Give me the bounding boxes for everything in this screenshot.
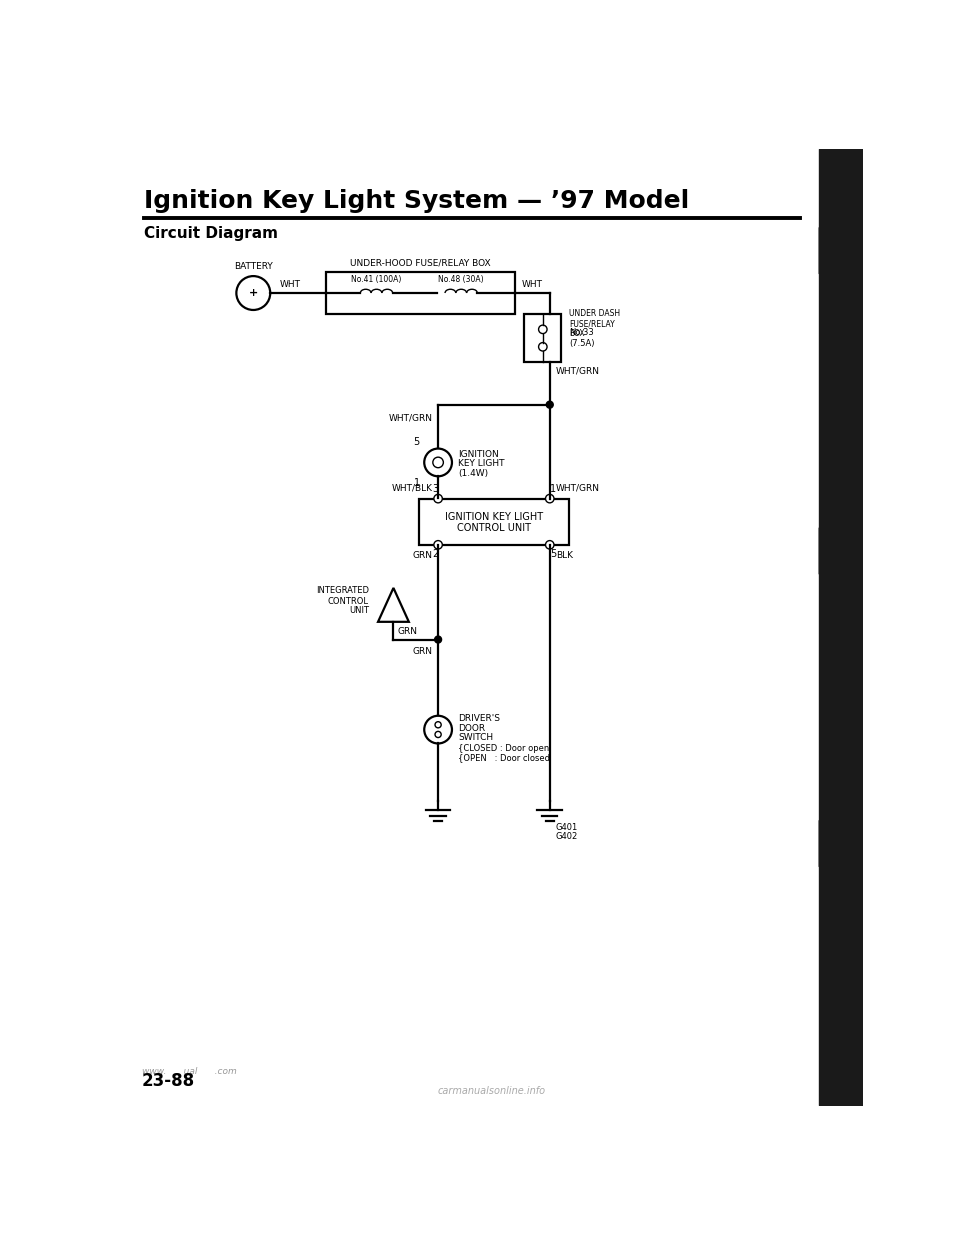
Text: UNIT: UNIT <box>348 606 369 616</box>
Text: Circuit Diagram: Circuit Diagram <box>144 226 278 241</box>
Text: GRN: GRN <box>413 551 433 560</box>
Text: carmanualsonline.info: carmanualsonline.info <box>438 1087 546 1097</box>
Wedge shape <box>819 227 842 273</box>
Text: WHT/GRN: WHT/GRN <box>556 366 600 375</box>
Text: CONTROL UNIT: CONTROL UNIT <box>457 523 531 533</box>
Circle shape <box>546 401 553 409</box>
Circle shape <box>435 732 442 738</box>
Text: UNDER-HOOD FUSE/RELAY BOX: UNDER-HOOD FUSE/RELAY BOX <box>350 258 492 267</box>
Circle shape <box>435 722 442 728</box>
Text: DRIVER'S: DRIVER'S <box>458 714 500 723</box>
Text: BOX: BOX <box>569 329 585 338</box>
Text: (1.4W): (1.4W) <box>458 468 489 478</box>
Text: INTEGRATED: INTEGRATED <box>316 586 369 595</box>
Text: {CLOSED : Door open: {CLOSED : Door open <box>458 744 549 753</box>
Text: WHT/GRN: WHT/GRN <box>389 414 433 424</box>
Wedge shape <box>819 528 842 574</box>
Text: DOOR: DOOR <box>458 724 485 733</box>
Text: GRN: GRN <box>397 627 418 636</box>
Text: WHT/GRN: WHT/GRN <box>556 484 600 493</box>
Text: FUSE/RELAY: FUSE/RELAY <box>569 319 614 328</box>
Text: 1: 1 <box>414 478 420 488</box>
Text: {OPEN   : Door closed: {OPEN : Door closed <box>458 753 550 761</box>
Text: IGNITION KEY LIGHT: IGNITION KEY LIGHT <box>444 512 543 522</box>
Circle shape <box>435 636 442 643</box>
Text: CONTROL: CONTROL <box>327 597 369 606</box>
Text: No.41 (100A): No.41 (100A) <box>351 276 401 284</box>
Text: WHT/BLK: WHT/BLK <box>392 484 433 493</box>
Text: 23-88: 23-88 <box>142 1072 195 1090</box>
Text: No.33: No.33 <box>569 328 593 337</box>
Text: 1: 1 <box>550 484 556 494</box>
Text: Ignition Key Light System — ’97 Model: Ignition Key Light System — ’97 Model <box>144 189 689 214</box>
Text: +: + <box>249 288 258 298</box>
Text: WHT: WHT <box>279 281 300 289</box>
Text: No.48 (30A): No.48 (30A) <box>439 276 484 284</box>
Text: 3: 3 <box>432 484 438 494</box>
Text: SWITCH: SWITCH <box>458 733 493 741</box>
Text: BLK: BLK <box>556 551 573 560</box>
Bar <box>524 314 562 363</box>
Circle shape <box>545 540 554 549</box>
Text: 5: 5 <box>550 549 556 559</box>
Text: G402: G402 <box>556 832 578 841</box>
Text: IGNITION: IGNITION <box>458 451 499 460</box>
Circle shape <box>545 494 554 503</box>
Text: G401: G401 <box>556 822 578 832</box>
Bar <box>326 272 516 314</box>
Text: www.      ual      .com: www. ual .com <box>142 1067 236 1076</box>
Text: BATTERY: BATTERY <box>234 262 273 272</box>
Text: 5: 5 <box>414 437 420 447</box>
Text: 2: 2 <box>432 549 438 559</box>
Circle shape <box>434 494 443 503</box>
Text: GRN: GRN <box>413 647 433 656</box>
Text: (7.5A): (7.5A) <box>569 339 594 348</box>
Text: KEY LIGHT: KEY LIGHT <box>458 460 505 468</box>
Text: WHT: WHT <box>521 281 542 289</box>
Text: UNDER DASH: UNDER DASH <box>569 309 620 318</box>
Wedge shape <box>819 821 842 867</box>
Bar <box>419 498 569 545</box>
Circle shape <box>434 540 443 549</box>
